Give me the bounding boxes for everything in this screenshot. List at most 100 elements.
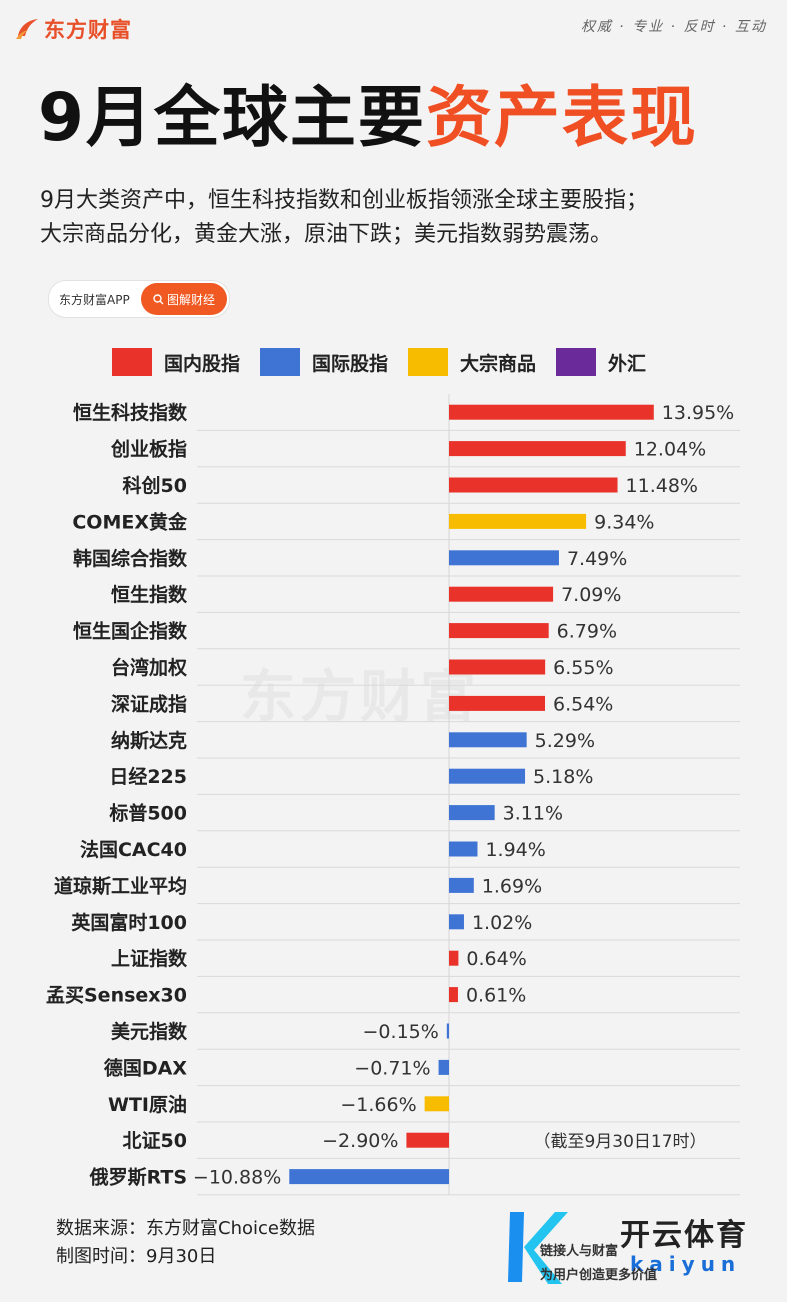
search-icon <box>153 293 164 304</box>
category-label: 纳斯达克 <box>111 729 187 752</box>
app-pill: 东方财富APP 图解财经 <box>48 280 230 318</box>
bar <box>449 987 458 1003</box>
logo-text: 东方财富 <box>44 18 132 42</box>
title-part-2: 资产表现 <box>425 79 698 156</box>
category-label: 孟买Sensex30 <box>46 985 187 1007</box>
bar <box>424 1096 449 1112</box>
bar <box>449 404 654 420</box>
bar <box>449 659 546 675</box>
value-label: −1.66% <box>340 1094 416 1116</box>
chart-annotation: （截至9月30日17时） <box>533 1132 706 1152</box>
bar <box>449 805 495 821</box>
category-label: 恒生国企指数 <box>73 620 188 643</box>
bar <box>449 768 526 784</box>
bar <box>289 1169 449 1185</box>
category-label: 科创50 <box>123 474 187 497</box>
chart-date: 制图时间：9月30日 <box>56 1246 217 1267</box>
value-label: 0.64% <box>466 948 526 970</box>
tujie-caijing-label: 图解财经 <box>166 292 215 307</box>
value-label: 11.48% <box>626 475 698 497</box>
category-label: 恒生科技指数 <box>73 401 188 424</box>
brand-logo: 东方财富 <box>14 14 132 44</box>
value-label: 5.29% <box>535 730 595 752</box>
slogan: 权威 · 专业 · 反时 · 互动 <box>580 19 767 35</box>
category-label: 美元指数 <box>111 1020 188 1043</box>
legend-label-intl: 国际股指 <box>312 352 389 375</box>
bottom-slogan-line-2: 为用户创造更多价值 <box>540 1268 658 1283</box>
category-label: 标普500 <box>109 802 187 825</box>
legend-swatch-intl <box>260 348 301 376</box>
bottom-slogan-line-1: 链接人与财富 <box>540 1244 619 1259</box>
value-label: 1.69% <box>482 875 542 897</box>
bottom-logo-text: 开云体育 <box>620 1218 748 1253</box>
value-label: 9.34% <box>594 511 654 533</box>
value-label: 5.18% <box>533 766 593 788</box>
value-label: 6.54% <box>553 693 613 715</box>
bar <box>449 695 546 711</box>
bar <box>449 950 459 966</box>
value-label: −10.88% <box>193 1167 281 1189</box>
value-label: 6.79% <box>557 621 617 643</box>
category-label: 俄罗斯RTS <box>89 1166 187 1189</box>
bar <box>449 513 587 529</box>
category-label: 法国CAC40 <box>80 838 187 861</box>
legend-swatch-commodity <box>408 348 449 376</box>
category-label: 英国富时100 <box>71 911 187 934</box>
bar <box>449 732 527 748</box>
value-label: 3.11% <box>503 803 563 825</box>
category-label: 北证50 <box>123 1130 187 1152</box>
value-label: −0.15% <box>363 1021 439 1043</box>
page-title: 9月全球主要资产表现 <box>38 78 698 158</box>
bottom-logo: 开云体育 kaiyun 链接人与财富 为用户创造更多价值 <box>500 1200 780 1295</box>
value-label: 6.55% <box>553 657 613 679</box>
value-label: 0.61% <box>466 985 526 1007</box>
app-name: 东方财富APP <box>59 292 130 307</box>
bar <box>449 477 618 493</box>
value-label: −2.90% <box>322 1130 398 1152</box>
bar <box>449 914 464 930</box>
bar <box>446 1023 449 1039</box>
bar <box>449 550 559 566</box>
tujie-caijing-button[interactable]: 图解财经 <box>141 283 227 315</box>
category-label: 道琼斯工业平均 <box>54 874 187 897</box>
bottom-logo-subtext: kaiyun <box>630 1252 742 1276</box>
value-label: 1.02% <box>472 912 532 934</box>
summary: 9月大类资产中，恒生科技指数和创业板指领涨全球主要股指； 大宗商品分化，黄金大涨… <box>40 184 760 252</box>
summary-line-1: 9月大类资产中，恒生科技指数和创业板指领涨全球主要股指； <box>40 188 648 213</box>
category-label: 深证成指 <box>111 692 187 715</box>
bar <box>449 623 549 639</box>
value-label: −0.71% <box>354 1057 430 1079</box>
legend: 国内股指 国际股指 大宗商品 外汇 <box>112 348 666 376</box>
legend-item-fx: 外汇 <box>556 348 646 376</box>
watermark: 东方财富 <box>240 652 480 733</box>
legend-item-commodity: 大宗商品 <box>408 348 536 376</box>
legend-label-fx: 外汇 <box>608 352 647 375</box>
bar <box>438 1059 449 1075</box>
bottom-slogan: 链接人与财富 为用户创造更多价值 <box>540 1240 657 1288</box>
legend-swatch-domestic <box>112 348 152 376</box>
flame-logo-icon <box>16 19 38 39</box>
category-label: WTI原油 <box>108 1094 187 1116</box>
category-label: 日经225 <box>109 765 187 788</box>
data-source: 数据来源：东方财富Choice数据 <box>56 1218 315 1239</box>
bar <box>406 1132 449 1148</box>
legend-item-domestic: 国内股指 <box>112 348 240 376</box>
category-label: COMEX黄金 <box>72 510 188 533</box>
category-label: 台湾加权 <box>111 656 187 679</box>
k-logo-icon <box>508 1212 568 1284</box>
title-part-1: 9月全球主要 <box>38 79 426 156</box>
bar <box>449 441 626 457</box>
value-label: 7.09% <box>561 584 621 606</box>
legend-label-domestic: 国内股指 <box>164 352 241 375</box>
category-label: 韩国综合指数 <box>73 547 188 570</box>
legend-label-commodity: 大宗商品 <box>460 352 537 375</box>
value-label: 7.49% <box>567 548 627 570</box>
category-label: 上证指数 <box>111 947 188 970</box>
category-label: 恒生指数 <box>111 583 188 606</box>
bar <box>449 877 474 893</box>
legend-swatch-fx <box>556 348 597 376</box>
summary-line-2: 大宗商品分化，黄金大涨，原油下跌；美元指数弱势震荡。 <box>40 222 613 247</box>
value-label: 1.94% <box>485 839 545 861</box>
value-label: 12.04% <box>634 439 706 461</box>
